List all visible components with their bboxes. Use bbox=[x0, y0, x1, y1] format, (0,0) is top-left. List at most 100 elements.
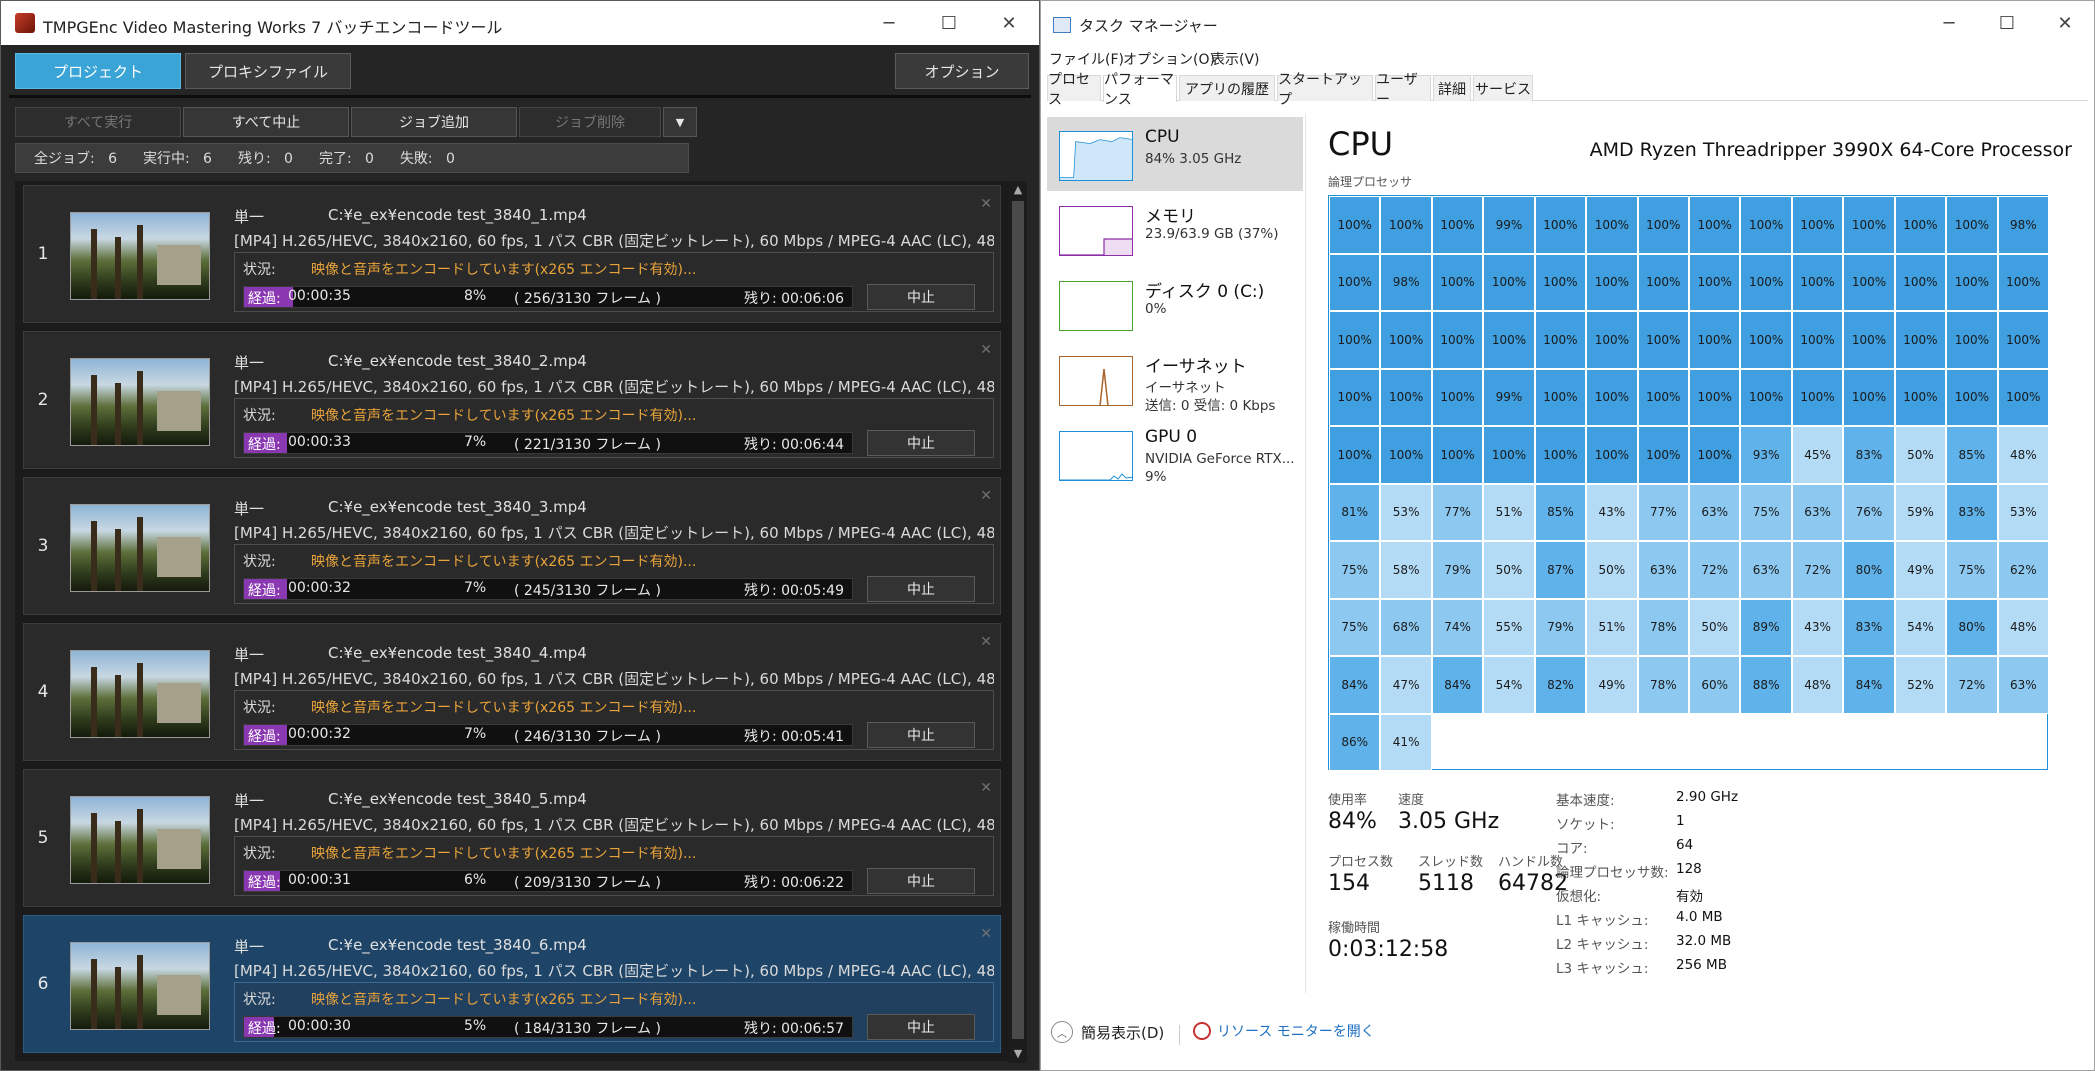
tab-processes[interactable]: プロセス bbox=[1047, 72, 1101, 108]
divider bbox=[9, 95, 1031, 98]
tab-startup[interactable]: スタートアップ bbox=[1277, 72, 1373, 108]
logical-processor-cell: 100% bbox=[1637, 196, 1689, 254]
close-icon[interactable]: ✕ bbox=[1001, 12, 1017, 34]
job-number: 4 bbox=[37, 682, 49, 702]
logical-processor-cell: 47% bbox=[1380, 656, 1432, 714]
run-all-button[interactable]: すべて実行 bbox=[15, 107, 181, 137]
resource-monitor-link[interactable]: リソース モニターを開く bbox=[1193, 1021, 1375, 1041]
logical-processor-cell: 74% bbox=[1431, 598, 1484, 656]
sidebar-item-memory[interactable]: メモリ 23.9/63.9 GB (37%) bbox=[1047, 192, 1303, 266]
menu-options[interactable]: オプション(O) bbox=[1123, 52, 1215, 68]
sidebar-item-sub: 0% bbox=[1145, 301, 1167, 317]
job-description: [MP4] H.265/HEVC, 3840x2160, 60 fps, 1 パ… bbox=[234, 962, 994, 980]
logical-processor-cell: 100% bbox=[1534, 196, 1587, 254]
status-text: 映像と音声をエンコードしています(x265 エンコード有効)... bbox=[311, 992, 697, 1008]
sidebar-item-cpu[interactable]: CPU 84% 3.05 GHz bbox=[1047, 117, 1303, 191]
job-close-icon[interactable]: ✕ bbox=[980, 634, 992, 650]
job-status-box: 状況: 映像と音声をエンコードしています(x265 エンコード有効)... 経過: 0… bbox=[234, 982, 994, 1042]
gpu-mini-graph bbox=[1059, 431, 1133, 481]
dropdown-arrow-icon[interactable]: ▼ bbox=[663, 107, 697, 137]
tab-app-history[interactable]: アプリの履歴 bbox=[1179, 75, 1275, 101]
stop-job-button[interactable]: 中止 bbox=[867, 1014, 975, 1040]
logical-processor-cell: 100% bbox=[1637, 311, 1689, 369]
job-card[interactable]: 3 単一 C:¥e_ex¥encode test_3840_3.mp4 ✕ [MP4] … bbox=[23, 477, 1001, 615]
delete-job-button[interactable]: ジョブ削除 bbox=[519, 107, 661, 137]
stop-job-button[interactable]: 中止 bbox=[867, 868, 975, 894]
close-icon[interactable]: ✕ bbox=[2057, 12, 2073, 34]
logical-processor-cell: 100% bbox=[1946, 253, 1998, 311]
add-job-button[interactable]: ジョブ追加 bbox=[351, 107, 517, 137]
job-card[interactable]: 1 単一 C:¥e_ex¥encode test_3840_1.mp4 ✕ [MP4] … bbox=[23, 185, 1001, 323]
elapsed-label: 経過: bbox=[248, 875, 281, 891]
minimize-icon[interactable]: ─ bbox=[883, 12, 895, 34]
job-card[interactable]: 2 単一 C:¥e_ex¥encode test_3840_2.mp4 ✕ [MP4] … bbox=[23, 331, 1001, 469]
tab-details[interactable]: 詳細 bbox=[1433, 75, 1471, 101]
perf-sidebar: CPU 84% 3.05 GHz メモリ 23.9/63.9 GB (37%) ディスク… bbox=[1041, 113, 1303, 993]
elapsed-label: 経過: bbox=[248, 583, 281, 599]
tab-users[interactable]: ユーザー bbox=[1375, 72, 1431, 108]
stop-all-button[interactable]: すべて中止 bbox=[183, 107, 349, 137]
job-close-icon[interactable]: ✕ bbox=[980, 780, 992, 796]
sidebar-item-ethernet[interactable]: イーサネット イーサネット 送信: 0 受信: 0 Kbps bbox=[1047, 342, 1303, 416]
job-close-icon[interactable]: ✕ bbox=[980, 488, 992, 504]
sidebar-item-disk[interactable]: ディスク 0 (C:) 0% bbox=[1047, 267, 1303, 341]
sidebar-item-gpu[interactable]: GPU 0 NVIDIA GeForce RTX... 9% bbox=[1047, 417, 1303, 491]
stop-job-button[interactable]: 中止 bbox=[867, 722, 975, 748]
simple-view-button[interactable]: ︿ 簡易表示(D) bbox=[1051, 1021, 1164, 1043]
status-label: 状況: bbox=[243, 554, 276, 570]
elapsed-value: 00:00:33 bbox=[288, 434, 351, 450]
logical-processor-cell: 53% bbox=[1380, 483, 1432, 541]
job-close-icon[interactable]: ✕ bbox=[980, 926, 992, 942]
job-card[interactable]: 4 単一 C:¥e_ex¥encode test_3840_4.mp4 ✕ [MP4] … bbox=[23, 623, 1001, 761]
maximize-icon[interactable]: ☐ bbox=[1998, 12, 2016, 34]
elapsed-value: 00:00:32 bbox=[288, 580, 351, 596]
stat-failed: 失敗: 0 bbox=[399, 151, 455, 167]
usage-value: 84% bbox=[1328, 809, 1377, 834]
job-list-scrollbar[interactable]: ▲ ▼ bbox=[1009, 181, 1027, 1063]
logical-processor-cell: 100% bbox=[1483, 426, 1535, 484]
job-close-icon[interactable]: ✕ bbox=[980, 196, 992, 212]
progress-fill bbox=[244, 725, 287, 745]
job-status-box: 状況: 映像と音声をエンコードしています(x265 エンコード有効)... 経過: 0… bbox=[234, 398, 994, 458]
maximize-icon[interactable]: ☐ bbox=[940, 12, 958, 34]
menu-view[interactable]: 表示(V) bbox=[1211, 52, 1260, 68]
job-thumbnail bbox=[70, 212, 210, 300]
stop-job-button[interactable]: 中止 bbox=[867, 430, 975, 456]
scroll-up-icon[interactable]: ▲ bbox=[1013, 183, 1023, 196]
spec-value: 32.0 MB bbox=[1676, 933, 1732, 949]
job-card[interactable]: 6 単一 C:¥e_ex¥encode test_3840_6.mp4 ✕ [MP4] … bbox=[23, 915, 1001, 1053]
sidebar-item-name: CPU bbox=[1145, 127, 1180, 147]
status-label: 状況: bbox=[243, 262, 276, 278]
job-progress-bar: 経過: 00:00:33 7% ( 221/3130 フレーム ) 残り: 00:06:… bbox=[243, 432, 853, 454]
spec-value: 128 bbox=[1676, 861, 1702, 877]
stop-job-button[interactable]: 中止 bbox=[867, 576, 975, 602]
logical-processor-cell: 100% bbox=[1534, 253, 1587, 311]
logical-processor-cell: 75% bbox=[1740, 483, 1792, 541]
job-close-icon[interactable]: ✕ bbox=[980, 342, 992, 358]
sidebar-item-name: ディスク 0 (C:) bbox=[1145, 282, 1265, 302]
tab-proxy[interactable]: プロキシファイル bbox=[185, 53, 351, 89]
scrollbar-thumb[interactable] bbox=[1012, 201, 1024, 1039]
menu-file[interactable]: ファイル(F) bbox=[1049, 52, 1124, 68]
job-card[interactable]: 5 単一 C:¥e_ex¥encode test_3840_5.mp4 ✕ [MP4] … bbox=[23, 769, 1001, 907]
logical-processor-cell: 100% bbox=[1534, 368, 1587, 426]
spec-label: L2 キャッシュ: bbox=[1556, 937, 1649, 953]
logical-processor-cell: 100% bbox=[1740, 196, 1792, 254]
frame-count: ( 209/3130 フレーム ) bbox=[514, 875, 661, 891]
progress-fill bbox=[244, 871, 281, 891]
minimize-icon[interactable]: ─ bbox=[1943, 12, 1955, 34]
tmpgenc-title: TMPGEnc Video Mastering Works 7 バッチエンコード… bbox=[43, 18, 503, 37]
stop-job-button[interactable]: 中止 bbox=[867, 284, 975, 310]
logical-processor-cell: 78% bbox=[1637, 598, 1689, 656]
options-button[interactable]: オプション bbox=[895, 53, 1029, 89]
logical-processor-cell: 100% bbox=[1894, 368, 1947, 426]
logical-processor-cell: 84% bbox=[1431, 656, 1484, 714]
tab-services[interactable]: サービス bbox=[1473, 75, 1533, 101]
logical-processor-cell: 100% bbox=[1586, 368, 1638, 426]
tab-project[interactable]: プロジェクト bbox=[15, 53, 181, 89]
spec-value: 1 bbox=[1676, 813, 1685, 829]
tab-performance[interactable]: パフォーマンス bbox=[1103, 72, 1177, 108]
job-status-box: 状況: 映像と音声をエンコードしています(x265 エンコード有効)... 経過: 0… bbox=[234, 690, 994, 750]
scroll-down-icon[interactable]: ▼ bbox=[1013, 1047, 1023, 1060]
progress-percent: 7% bbox=[464, 726, 487, 742]
